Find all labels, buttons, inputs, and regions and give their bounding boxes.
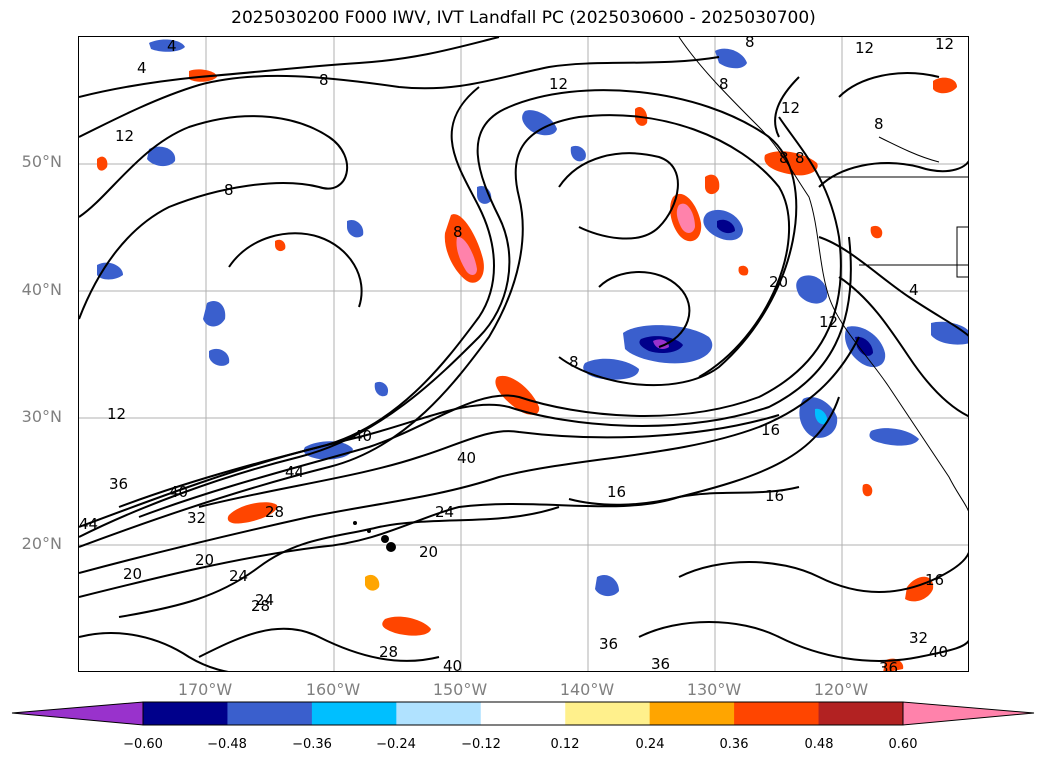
contour-label: 28 bbox=[251, 597, 270, 615]
lon-label: 160°W bbox=[305, 680, 361, 699]
colorbar-cell bbox=[565, 702, 651, 725]
lon-label: 170°W bbox=[177, 680, 233, 699]
contour-label: 12 bbox=[855, 39, 874, 57]
lon-label: 120°W bbox=[813, 680, 869, 699]
contour-label: 36 bbox=[879, 659, 898, 672]
lon-label: 140°W bbox=[559, 680, 615, 699]
colorbar bbox=[11, 701, 1035, 726]
contour-label: 8 bbox=[224, 181, 234, 199]
contour-label: 20 bbox=[123, 565, 142, 583]
contour-label: 20 bbox=[769, 273, 788, 291]
colorbar-tick: −0.24 bbox=[376, 737, 416, 752]
contour-label: 4 bbox=[137, 59, 147, 77]
lat-label: 30°N bbox=[21, 407, 62, 426]
colorbar-cell bbox=[649, 702, 735, 725]
lat-label: 20°N bbox=[21, 534, 62, 553]
contour-label: 8 bbox=[319, 71, 329, 89]
contour-label: 24 bbox=[435, 503, 454, 521]
contour-label: 36 bbox=[599, 635, 618, 653]
contour-label: 32 bbox=[187, 509, 206, 527]
iwv-contours bbox=[79, 37, 968, 671]
contour-label: 12 bbox=[819, 313, 838, 331]
colorbar-extend-low bbox=[11, 701, 144, 726]
colorbar-cell bbox=[818, 702, 904, 725]
lat-label: 50°N bbox=[21, 152, 62, 171]
negative-shading bbox=[97, 39, 968, 597]
contour-label: 40 bbox=[443, 657, 462, 672]
contour-label: 40 bbox=[353, 427, 372, 445]
contour-label: 16 bbox=[607, 483, 626, 501]
hawaii-islands bbox=[353, 521, 396, 552]
contour-label: 36 bbox=[651, 655, 670, 672]
contour-label: 4 bbox=[167, 37, 177, 55]
contour-label: 28 bbox=[379, 643, 398, 661]
contour-label: 24 bbox=[229, 567, 248, 585]
colorbar-cell bbox=[227, 702, 313, 725]
colorbar-tick: −0.36 bbox=[292, 737, 332, 752]
contour-label: 8 bbox=[795, 149, 805, 167]
contour-label: 44 bbox=[285, 463, 304, 481]
colorbar-tick: −0.48 bbox=[207, 737, 247, 752]
contour-label: 44 bbox=[79, 515, 98, 533]
contour-label: 12 bbox=[549, 75, 568, 93]
colorbar-cell bbox=[734, 702, 820, 725]
colorbar-tick: 0.48 bbox=[804, 737, 834, 752]
contour-label: 12 bbox=[935, 37, 954, 53]
colorbar-cell bbox=[396, 702, 482, 725]
coastlines bbox=[678, 37, 968, 512]
contour-label: 8 bbox=[779, 149, 789, 167]
contour-label: 12 bbox=[115, 127, 134, 145]
colorbar-cell bbox=[311, 702, 397, 725]
colorbar-extend-high bbox=[902, 701, 1035, 726]
contour-label: 8 bbox=[874, 115, 884, 133]
contour-label: 24 bbox=[255, 591, 274, 609]
colorbar-tick: 0.60 bbox=[888, 737, 918, 752]
contour-label: 40 bbox=[929, 643, 948, 661]
contour-label: 16 bbox=[765, 487, 784, 505]
lat-label: 40°N bbox=[21, 280, 62, 299]
contour-label: 8 bbox=[569, 353, 579, 371]
colorbar-tick: 0.36 bbox=[719, 737, 749, 752]
contour-label: 16 bbox=[761, 421, 780, 439]
positive-shading bbox=[97, 69, 957, 671]
contour-label: 16 bbox=[925, 571, 944, 589]
colorbar-outline bbox=[142, 701, 904, 726]
colorbar-tick: −0.12 bbox=[461, 737, 501, 752]
contour-label: 20 bbox=[195, 551, 214, 569]
contour-label: 40 bbox=[457, 449, 476, 467]
contour-label: 12 bbox=[781, 99, 800, 117]
contour-label: 8 bbox=[745, 37, 755, 51]
contour-label: 32 bbox=[909, 629, 928, 647]
contour-labels: 4 4 8 12 12 12 8 8 12 8 8 8 12 8 4 20 12… bbox=[79, 37, 954, 672]
contour-label: 8 bbox=[719, 75, 729, 93]
contour-label: 28 bbox=[265, 503, 284, 521]
map-canvas: 4 4 8 12 12 12 8 8 12 8 8 8 12 8 4 20 12… bbox=[79, 37, 968, 672]
colorbar-tick: −0.60 bbox=[123, 737, 163, 752]
map-plot-area: 4 4 8 12 12 12 8 8 12 8 8 8 12 8 4 20 12… bbox=[78, 36, 969, 672]
lon-label: 130°W bbox=[686, 680, 742, 699]
map-title: 2025030200 F000 IWV, IVT Landfall PC (20… bbox=[231, 8, 816, 28]
contour-label: 20 bbox=[419, 543, 438, 561]
colorbar-cell bbox=[480, 702, 566, 725]
contour-label: 8 bbox=[453, 223, 463, 241]
colorbar-tick: 0.24 bbox=[635, 737, 665, 752]
contour-label: 40 bbox=[169, 483, 188, 501]
lon-label: 150°W bbox=[432, 680, 488, 699]
colorbar-tick: 0.12 bbox=[550, 737, 580, 752]
contour-label: 4 bbox=[909, 281, 919, 299]
colorbar-cell bbox=[143, 702, 228, 725]
contour-label: 12 bbox=[107, 405, 126, 423]
contour-label: 36 bbox=[109, 475, 128, 493]
